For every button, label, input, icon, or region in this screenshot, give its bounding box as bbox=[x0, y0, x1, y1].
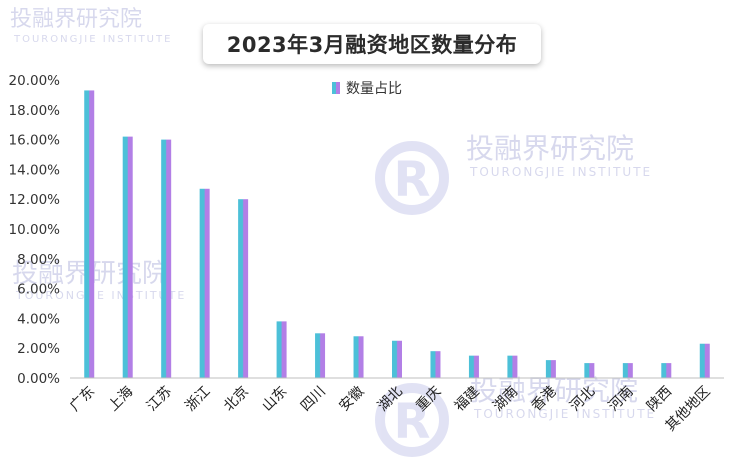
chart-title-box: 2023年3月融资地区数量分布 bbox=[203, 24, 541, 64]
bar bbox=[468, 355, 479, 378]
x-tick-label: 四川 bbox=[298, 384, 329, 415]
watermark-brand: 投融界研究院 bbox=[470, 374, 638, 407]
bar bbox=[622, 363, 633, 378]
bar bbox=[276, 321, 287, 378]
y-tick-label: 20.00% bbox=[9, 73, 61, 89]
x-tick-label: 浙江 bbox=[182, 384, 213, 415]
watermark-english: TOURONGJIE INSTITUTE bbox=[473, 407, 656, 421]
x-tick-label: 北京 bbox=[221, 384, 252, 415]
legend: 数量占比 bbox=[332, 78, 402, 98]
svg-text:R: R bbox=[394, 152, 431, 208]
bar bbox=[122, 136, 133, 378]
y-tick-label: 2.00% bbox=[17, 341, 60, 357]
bar bbox=[199, 188, 210, 378]
bar bbox=[161, 139, 172, 378]
bar bbox=[84, 90, 95, 379]
y-tick-label: 12.00% bbox=[9, 192, 61, 208]
bar bbox=[699, 343, 710, 378]
bar bbox=[430, 351, 441, 378]
y-tick-label: 10.00% bbox=[9, 222, 61, 238]
x-tick-label: 广东 bbox=[67, 384, 98, 415]
bar bbox=[584, 363, 595, 378]
watermark-brand: 投融界研究院 bbox=[10, 7, 142, 32]
bar bbox=[392, 340, 402, 378]
watermark-brand: 投融界研究院 bbox=[466, 132, 634, 165]
watermark-logo: R bbox=[375, 141, 449, 215]
x-tick-label: 上海 bbox=[105, 384, 136, 415]
y-tick-label: 16.00% bbox=[9, 133, 61, 149]
bar bbox=[353, 336, 364, 378]
x-tick-label: 安徽 bbox=[336, 384, 367, 415]
y-tick-label: 18.00% bbox=[9, 103, 61, 119]
x-tick-label: 山东 bbox=[259, 384, 290, 415]
y-tick-label: 14.00% bbox=[9, 162, 61, 178]
bar bbox=[238, 199, 249, 378]
y-tick-label: 4.00% bbox=[17, 311, 60, 327]
bars bbox=[84, 90, 710, 379]
bar bbox=[315, 333, 326, 378]
watermark-english: TOURONGJIE INSTITUTE bbox=[15, 289, 186, 302]
x-tick-label: 江苏 bbox=[144, 384, 175, 415]
y-tick-label: 8.00% bbox=[17, 252, 60, 268]
bar bbox=[661, 363, 672, 378]
watermark-english: TOURONGJIE INSTITUTE bbox=[469, 165, 652, 179]
svg-text:R: R bbox=[394, 394, 431, 450]
watermark-english: TOURONGJIE INSTITUTE bbox=[13, 34, 172, 45]
chart-title: 2023年3月融资地区数量分布 bbox=[226, 33, 518, 57]
y-tick-label: 6.00% bbox=[17, 282, 60, 298]
y-tick-label: 0.00% bbox=[17, 371, 60, 387]
bar bbox=[545, 360, 556, 378]
bar bbox=[507, 355, 518, 378]
watermark-logo: R bbox=[375, 383, 449, 457]
legend-swatch bbox=[332, 82, 340, 94]
legend-label: 数量占比 bbox=[346, 81, 402, 97]
y-axis: 0.00% 2.00% 4.00% 6.00% 8.00% 10.00% 12.00% 14.… bbox=[9, 73, 61, 387]
